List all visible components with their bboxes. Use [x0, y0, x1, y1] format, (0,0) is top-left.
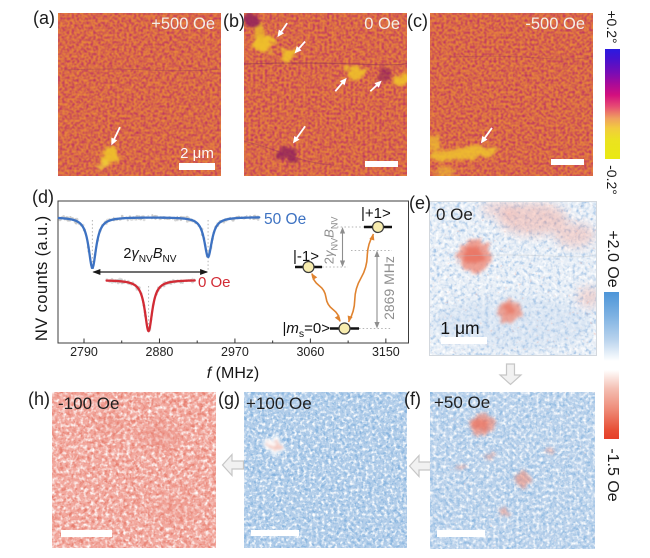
level-ball-ms0: [338, 322, 351, 335]
splitting-arrow-label: 2γNVBNV: [123, 246, 177, 265]
panel-f-field-label: +50 Oe: [434, 393, 491, 412]
panel-b-scalebar: [365, 161, 398, 167]
x-axis-label: f (MHz): [206, 365, 260, 382]
field-colorbar: [604, 292, 619, 439]
panel-h-letter: (h): [28, 389, 50, 409]
annotation-arrow: [295, 125, 306, 140]
series-label-50oe: 50 Oe: [264, 211, 307, 228]
y-axis-label: NV counts (a.u.): [32, 215, 51, 342]
panel-d-letter: (d): [32, 187, 54, 207]
level-diagram: [295, 220, 392, 335]
level-ms0-label: |ms=0>: [282, 320, 330, 340]
field-colorbar-max-label: +2.0 Oe: [604, 230, 621, 288]
arrow-e-to-f: [498, 363, 523, 386]
level-plus1-label: |+1>: [361, 205, 391, 222]
diagram-splitting-label: 2γNVBNV: [321, 216, 340, 265]
panel-f-scalebar: [437, 530, 485, 537]
panel-a-scalebar: [179, 163, 215, 170]
annotation-arrow: [482, 127, 493, 140]
panel-e-field-label: 0 Oe: [436, 205, 473, 224]
panel-c-scalebar: [551, 159, 584, 165]
x-tick-label: 2790: [70, 344, 98, 359]
panel-g-field-label: +100 Oe: [246, 394, 312, 413]
odmr-curve: [105, 279, 196, 333]
plot-frame: [57, 200, 409, 344]
annotation-arrow: [112, 126, 121, 142]
panel-h-field-label: -100 Oe: [58, 394, 120, 413]
arrow-g-to-h: [221, 452, 245, 478]
panel-e-scalebar-text: 1 μm: [440, 318, 480, 338]
panel-e-scalebar: [441, 337, 487, 344]
panel-g-image: [244, 392, 407, 548]
panel-a-letter: (a): [33, 8, 55, 28]
panel-c-image: [430, 13, 593, 176]
transition-arrow: [311, 273, 341, 322]
panel-e-image: [429, 201, 597, 356]
panel-e-letter: (e): [409, 193, 431, 213]
panel-h-scalebar: [61, 530, 112, 537]
odmr-curve: [57, 216, 261, 269]
x-tick-label: 2970: [221, 344, 249, 359]
x-tick-label: 3060: [296, 344, 325, 359]
transition-arrow: [347, 233, 375, 323]
panel-b-field-label: 0 Oe: [364, 15, 400, 33]
series-label-0oe: 0 Oe: [198, 274, 231, 291]
level-minus1-label: |-1>: [293, 248, 319, 265]
level-ball-plus1: [371, 220, 385, 234]
x-tick-label: 2880: [145, 344, 174, 359]
panel-b-letter: (b): [223, 11, 245, 31]
field-colorbar-min-label: -1.5 Oe: [604, 448, 621, 502]
arrow-f-to-g: [408, 453, 432, 479]
panel-g-letter: (g): [218, 389, 240, 409]
panel-b-image: [244, 13, 407, 176]
panel-c-field-label: -500 Oe: [525, 15, 585, 33]
panel-f-image: [430, 392, 595, 549]
phase-colorbar: [605, 49, 620, 159]
panel-a-image: [58, 13, 221, 176]
annotation-arrow: [334, 81, 345, 92]
panel-g-scalebar: [251, 530, 299, 536]
panel-h-image: [52, 392, 216, 548]
panel-a-field-label: +500 Oe: [151, 15, 215, 33]
x-tick-label: 3150: [371, 344, 400, 359]
panel-f-letter: (f): [404, 389, 421, 409]
level-ball-minus1: [302, 260, 315, 274]
panel-a-scalebar-text: 2 μm: [180, 145, 214, 162]
zfs-label: 2869 MHz: [381, 256, 397, 320]
panel-c-letter: (c): [407, 11, 428, 31]
